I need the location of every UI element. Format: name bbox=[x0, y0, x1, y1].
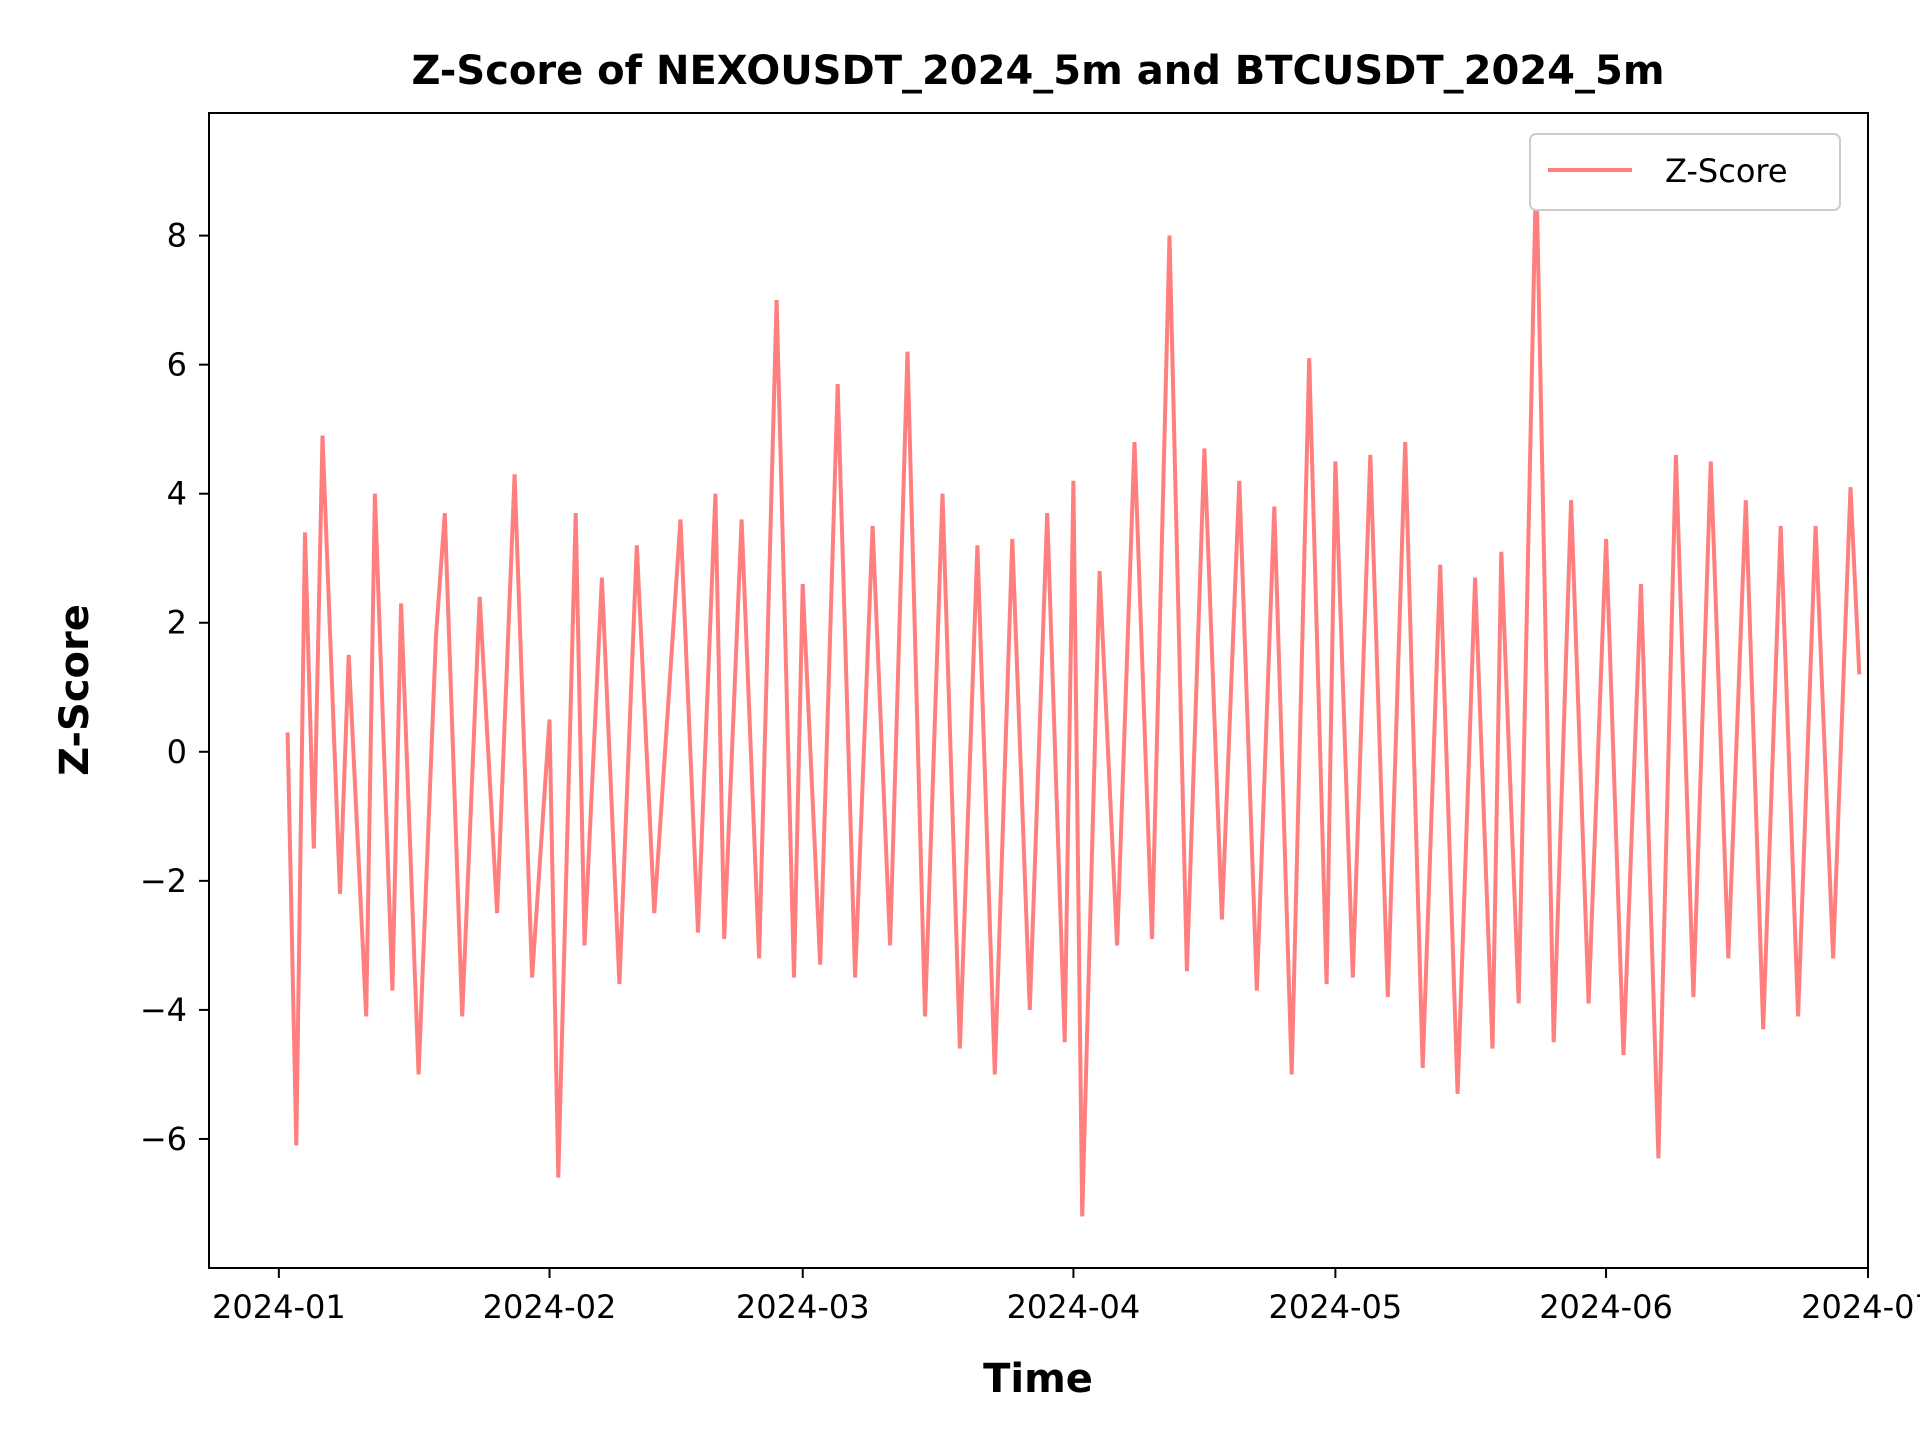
y-tick-label: −4 bbox=[140, 991, 187, 1029]
x-tick-label: 2024-02 bbox=[483, 1288, 617, 1326]
legend-box bbox=[1529, 133, 1841, 211]
x-axis-label: Time bbox=[983, 1356, 1093, 1402]
x-tick-label: 2024-01 bbox=[212, 1288, 346, 1326]
y-tick-label: 0 bbox=[167, 733, 187, 771]
y-tick-label: 2 bbox=[167, 604, 187, 642]
legend-entry-z-score: Z-Score bbox=[1665, 152, 1788, 190]
y-tick-label: 8 bbox=[167, 217, 187, 255]
y-tick-label: −2 bbox=[140, 862, 187, 900]
x-axis-ticks: 2024-01 2024-02 2024-03 2024-04 2024-05 2024-… bbox=[212, 1268, 1920, 1326]
x-tick-label: 2024-06 bbox=[1539, 1288, 1673, 1326]
plot-frame bbox=[208, 112, 1869, 1269]
x-tick-label: 2024-03 bbox=[736, 1288, 870, 1326]
y-axis-ticks: −6 −4 −2 0 2 4 6 8 bbox=[140, 217, 209, 1158]
chart-title: Z-Score of NEXOUSDT_2024_5m and BTCUSDT_… bbox=[411, 48, 1664, 94]
x-tick-label: 2024-07 bbox=[1801, 1288, 1920, 1326]
y-tick-label: 4 bbox=[167, 475, 187, 513]
x-tick-label: 2024-04 bbox=[1007, 1288, 1141, 1326]
y-tick-label: −6 bbox=[140, 1120, 187, 1158]
series-line-z-score bbox=[285, 164, 1862, 1217]
legend: Z-Score bbox=[1529, 133, 1841, 211]
y-axis-label: Z-Score bbox=[52, 604, 98, 776]
y-tick-label: 6 bbox=[167, 346, 187, 384]
x-tick-label: 2024-05 bbox=[1269, 1288, 1403, 1326]
